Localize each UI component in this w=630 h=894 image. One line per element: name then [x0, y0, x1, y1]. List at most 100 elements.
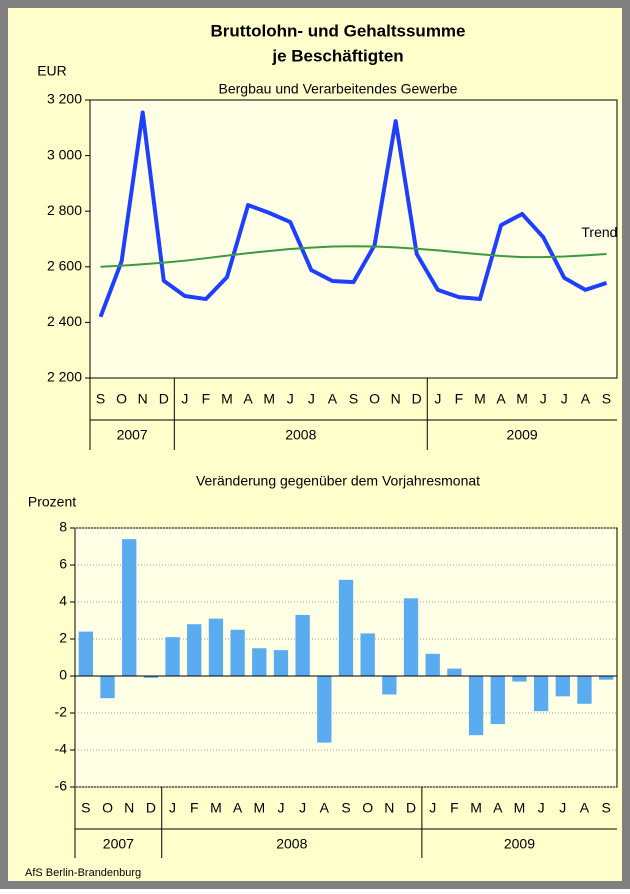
x-tick-label: S	[81, 800, 90, 816]
x-tick-label: O	[369, 391, 380, 407]
plot-area	[89, 99, 618, 379]
line-series	[100, 245, 607, 268]
bar	[78, 631, 93, 676]
y-tick-label: 2 200	[47, 369, 82, 385]
x-tick-label: A	[320, 800, 330, 816]
x-tick-label: A	[580, 800, 590, 816]
bar	[599, 676, 614, 680]
x-tick-label: J	[277, 800, 284, 816]
bar	[208, 618, 224, 676]
x-tick-label: M	[253, 800, 265, 816]
x-tick-label: J	[559, 800, 566, 816]
bar	[143, 676, 159, 678]
year-label: 2008	[285, 427, 316, 443]
y-axis-label: EUR	[37, 63, 67, 79]
x-tick-label: F	[455, 391, 464, 407]
year-label: 2009	[507, 427, 538, 443]
x-tick-label: M	[474, 391, 486, 407]
bar	[360, 633, 375, 676]
bar	[230, 629, 245, 676]
x-tick-label: M	[210, 800, 222, 816]
footer: AfS Berlin-Brandenburg	[25, 867, 141, 879]
bar	[490, 676, 505, 725]
x-tick-label: M	[221, 391, 233, 407]
bar	[338, 579, 354, 676]
bar	[252, 648, 267, 676]
x-tick-label: J	[169, 800, 176, 816]
x-tick-label: M	[514, 800, 526, 816]
y-tick-label: 2	[59, 630, 67, 646]
y-tick-label: 3 000	[47, 146, 82, 162]
x-tick-label: A	[581, 391, 591, 407]
y-tick-label: 2 400	[47, 313, 82, 329]
chart-subtitle: Veränderung gegenüber dem Vorjahresmonat	[196, 473, 480, 489]
y-tick-label: 8	[59, 519, 67, 535]
chart-title: Bruttolohn- und Gehaltssumme	[211, 21, 466, 40]
bar	[382, 676, 397, 695]
x-tick-label: J	[287, 391, 294, 407]
x-tick-label: O	[116, 391, 127, 407]
y-tick-label: 2 800	[47, 202, 82, 218]
year-label: 2007	[103, 836, 134, 852]
y-tick-label: 2 600	[47, 258, 82, 274]
bar	[512, 676, 527, 682]
x-tick-label: D	[406, 800, 416, 816]
x-tick-label: M	[470, 800, 482, 816]
x-tick-label: S	[601, 800, 610, 816]
x-tick-label: S	[349, 391, 358, 407]
line-series	[98, 110, 608, 318]
x-tick-label: N	[124, 800, 134, 816]
bar	[403, 598, 419, 676]
x-tick-label: J	[181, 391, 188, 407]
x-tick-label: F	[202, 391, 211, 407]
x-tick-label: D	[146, 800, 156, 816]
x-tick-label: J	[429, 800, 436, 816]
bar	[555, 676, 570, 697]
x-tick-label: N	[391, 391, 401, 407]
x-tick-label: S	[96, 391, 105, 407]
x-tick-label: O	[362, 800, 373, 816]
x-tick-label: J	[308, 391, 315, 407]
year-label: 2007	[117, 427, 148, 443]
bar	[425, 653, 440, 676]
bar	[317, 676, 332, 743]
year-label: 2009	[504, 836, 535, 852]
x-tick-label: D	[412, 391, 422, 407]
x-tick-label: M	[263, 391, 275, 407]
year-label: 2008	[276, 836, 307, 852]
series-label: Trend	[581, 224, 617, 240]
bar	[533, 676, 549, 712]
bar	[273, 650, 289, 676]
x-tick-label: D	[159, 391, 169, 407]
bar	[447, 668, 462, 676]
y-tick-label: -6	[55, 778, 68, 794]
bar	[295, 614, 310, 676]
x-tick-label: S	[341, 800, 350, 816]
x-tick-label: O	[102, 800, 113, 816]
chart-subtitle: Bergbau und Verarbeitendes Gewerbe	[219, 81, 458, 97]
x-tick-label: J	[561, 391, 568, 407]
bar	[187, 624, 202, 676]
x-tick-label: A	[493, 800, 503, 816]
x-tick-label: F	[190, 800, 199, 816]
y-tick-label: 0	[59, 667, 67, 683]
x-tick-label: J	[434, 391, 441, 407]
y-tick-label: 3 200	[47, 91, 82, 107]
x-tick-label: J	[538, 800, 545, 816]
x-tick-label: M	[516, 391, 528, 407]
x-tick-label: A	[243, 391, 253, 407]
y-tick-label: 6	[59, 556, 67, 572]
bar	[122, 539, 137, 676]
x-tick-label: J	[540, 391, 547, 407]
y-tick-label: 4	[59, 593, 67, 609]
x-tick-label: J	[299, 800, 306, 816]
bar	[165, 637, 180, 676]
x-tick-label: A	[496, 391, 506, 407]
x-tick-label: N	[384, 800, 394, 816]
y-tick-label: -2	[55, 704, 68, 720]
x-tick-label: A	[328, 391, 338, 407]
bar	[100, 676, 115, 699]
x-tick-label: N	[138, 391, 148, 407]
x-tick-label: S	[602, 391, 611, 407]
